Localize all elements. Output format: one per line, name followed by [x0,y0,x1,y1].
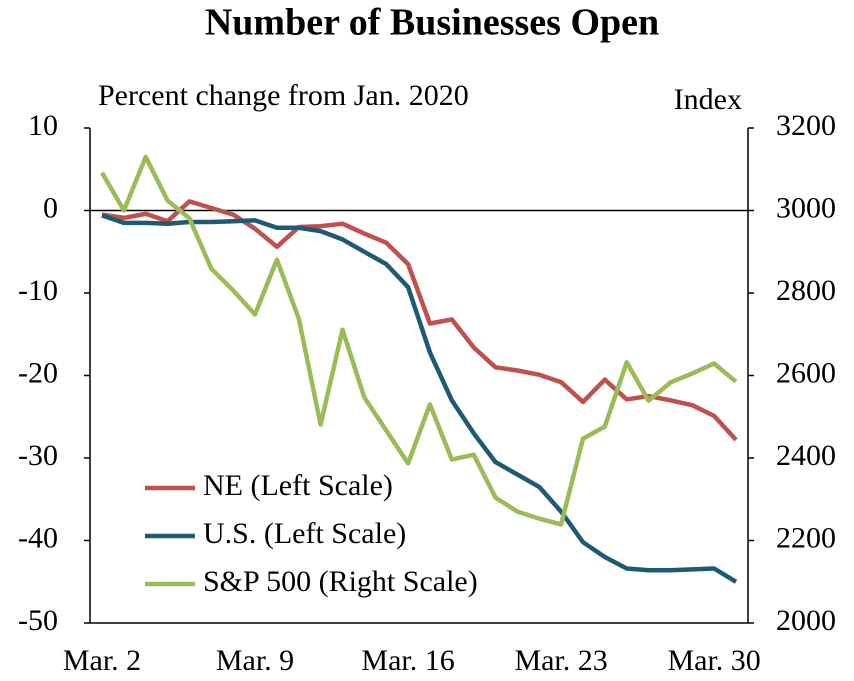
y2-tick-label: 3200 [776,109,836,142]
y-axis-label: Percent change from Jan. 2020 [98,79,469,112]
series-line [101,213,738,584]
y2-tick-label: 2200 [776,521,836,554]
legend-label: NE (Left Scale) [203,469,393,502]
series-line [100,154,738,527]
x-tick-label: Mar. 23 [514,644,607,677]
y-tick-label: 0 [43,191,58,224]
chart-title: Number of Businesses Open [205,2,659,44]
y2-tick-label: 2400 [776,439,836,472]
y2-tick-label: 2800 [776,274,836,307]
y-tick-label: -50 [18,604,58,637]
y-tick-label: -40 [18,521,58,554]
x-tick-label: Mar. 9 [216,644,294,677]
y-tick-label: -30 [18,439,58,472]
y-tick-label: -20 [18,356,58,389]
x-tick-label: Mar. 2 [63,644,141,677]
y-tick-label: -10 [18,274,58,307]
y2-tick-label: 3000 [776,191,836,224]
x-tick-label: Mar. 30 [667,644,760,677]
y2-tick-label: 2600 [776,356,836,389]
series-line [101,199,738,442]
legend-label: S&P 500 (Right Scale) [203,565,478,598]
y-tick-label: 10 [28,109,58,142]
x-tick-label: Mar. 16 [361,644,454,677]
legend-label: U.S. (Left Scale) [203,517,406,550]
y2-axis-label: Index [674,83,742,116]
y2-tick-label: 2000 [776,604,836,637]
